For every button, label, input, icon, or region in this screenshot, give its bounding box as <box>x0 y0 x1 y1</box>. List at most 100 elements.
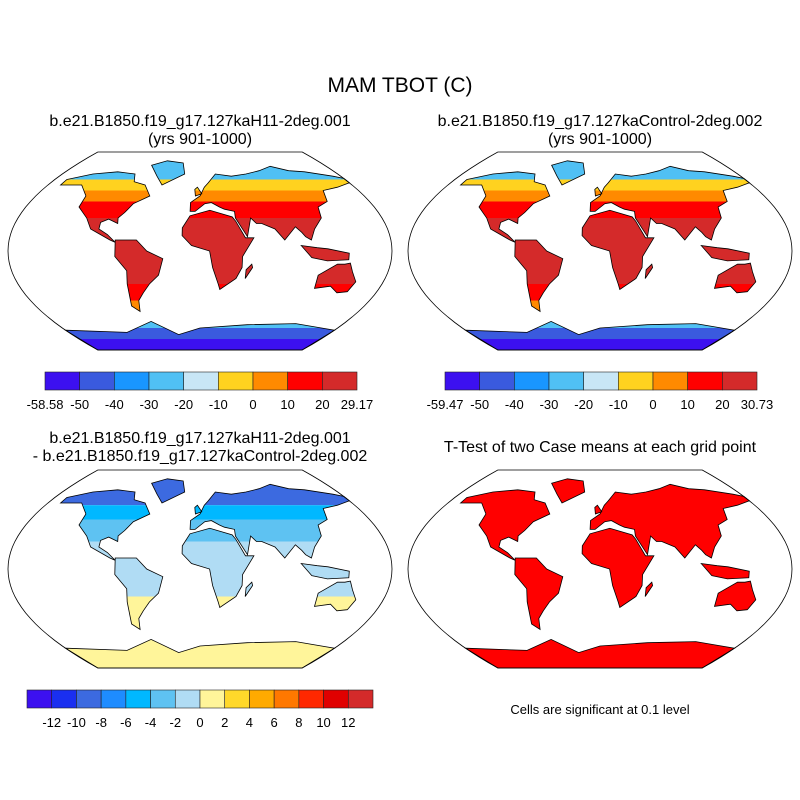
panel1-title: b.e21.B1850.f19_g17.127kaH11-2deg.001 (y… <box>0 113 400 149</box>
colorbar-label: -10 <box>609 397 628 412</box>
field-band <box>460 478 756 668</box>
colorbar-label: 12 <box>341 715 355 730</box>
coastline-australia <box>313 580 357 612</box>
colorbar-box <box>548 371 584 391</box>
colorbar-label: 6 <box>271 715 278 730</box>
panel4-title: T-Test of two Case means at each grid po… <box>400 439 800 457</box>
field-band <box>60 218 356 284</box>
colorbar-box <box>249 689 275 709</box>
colorbar-box <box>183 371 219 391</box>
coastline-australia <box>313 262 357 294</box>
coastline-north-america <box>459 171 551 243</box>
colorbar-box <box>125 689 151 709</box>
colorbar-label: 4 <box>246 715 253 730</box>
field-band <box>460 314 756 328</box>
colorbar-label: 8 <box>295 715 302 730</box>
coastline-africa <box>181 209 255 291</box>
land-field <box>60 478 356 668</box>
land-field <box>60 160 356 350</box>
colorbar-box <box>652 371 688 391</box>
colorbar-box <box>79 371 115 391</box>
map-border <box>407 151 793 351</box>
field-band <box>460 160 756 180</box>
map-panel-1 <box>7 151 393 351</box>
panel1-title-line1: b.e21.B1850.f19_g17.127kaH11-2deg.001 <box>49 113 351 130</box>
colorbar-box <box>479 371 515 391</box>
coastline-south-america <box>514 239 564 313</box>
panel2-title-line1: b.e21.B1850.f19_g17.127kaControl-2deg.00… <box>437 113 763 130</box>
colorbar-box <box>444 371 480 391</box>
colorbar-label: -58.58 <box>27 397 64 412</box>
colorbar-box <box>51 689 77 709</box>
figure-title: MAM TBOT (C) <box>327 74 473 97</box>
colorbar-label: -40 <box>505 397 524 412</box>
map-panel-2 <box>407 151 793 351</box>
colorbar-label: 30.73 <box>741 397 774 412</box>
map-border <box>407 469 793 669</box>
coastline-britain <box>194 186 203 197</box>
land-field <box>460 160 756 350</box>
coastline-africa <box>181 527 255 609</box>
colorbar-box <box>100 689 127 709</box>
field-band <box>460 179 756 191</box>
field-band <box>460 218 756 284</box>
colorbar-label: -10 <box>209 397 228 412</box>
colorbar-label: -20 <box>174 397 193 412</box>
colorbar-box <box>150 689 176 709</box>
colorbar-label: 10 <box>280 397 294 412</box>
colorbar-label: -50 <box>70 397 89 412</box>
field-band <box>60 339 356 350</box>
field-band <box>460 300 756 315</box>
colorbar-label: -8 <box>95 715 107 730</box>
colorbar-box <box>618 371 654 391</box>
coastline-greenland <box>551 160 586 186</box>
land-field <box>460 478 756 668</box>
field-band <box>460 201 756 218</box>
colorbar-label: 0 <box>249 397 256 412</box>
colorbar-2: -59.47 -50 -40 -30 -20 -10 0 10 20 30.73 <box>427 371 774 412</box>
colorbar-box <box>44 371 80 391</box>
coastline-australia <box>713 580 757 612</box>
coastline-south-america <box>114 557 164 631</box>
coastline-eurasia <box>589 165 751 241</box>
colorbar-label: -6 <box>120 715 132 730</box>
field-band <box>60 596 356 668</box>
colorbar-box <box>323 689 349 709</box>
field-band <box>60 300 356 315</box>
coastline-indonesia <box>700 562 750 580</box>
colorbar-3: -12 -10 -8 -6 -4 -2 0 2 4 6 8 10 12 <box>26 689 374 730</box>
field-band <box>60 505 356 520</box>
colorbar-label: -30 <box>140 397 159 412</box>
colorbar-label: -10 <box>67 715 86 730</box>
field-band <box>60 519 356 542</box>
colorbar-box <box>148 371 184 391</box>
colorbar-label: -30 <box>540 397 559 412</box>
panel3-title: b.e21.B1850.f19_g17.127kaH11-2deg.001 - … <box>0 430 400 466</box>
colorbar-label: 0 <box>649 397 656 412</box>
coastline-africa <box>581 527 655 609</box>
coastline-indonesia <box>700 244 750 262</box>
coastline-greenland <box>151 160 186 186</box>
coastline-australia <box>713 262 757 294</box>
field-band <box>60 314 356 328</box>
coastline-britain <box>194 504 203 515</box>
colorbar-box <box>224 689 250 709</box>
colorbar-label: -59.47 <box>427 397 464 412</box>
colorbar-1: -58.58 -50 -40 -30 -20 -10 0 10 20 29.17 <box>27 371 374 412</box>
field-band <box>60 541 356 597</box>
colorbar-box <box>322 371 358 391</box>
field-band <box>460 339 756 350</box>
colorbar-label: -40 <box>105 397 124 412</box>
colorbar-box <box>298 689 324 709</box>
colorbar-box <box>218 371 254 391</box>
colorbar-box <box>687 371 723 391</box>
colorbar-box <box>273 689 300 709</box>
colorbar-label: -4 <box>145 715 157 730</box>
colorbar-label: -20 <box>574 397 593 412</box>
field-band <box>460 328 756 339</box>
coastline-madagascar <box>644 581 654 597</box>
panel1-title-line2: (yrs 901-1000) <box>147 131 253 148</box>
coastline-indonesia <box>300 244 350 262</box>
colorbar-label: 29.17 <box>341 397 374 412</box>
